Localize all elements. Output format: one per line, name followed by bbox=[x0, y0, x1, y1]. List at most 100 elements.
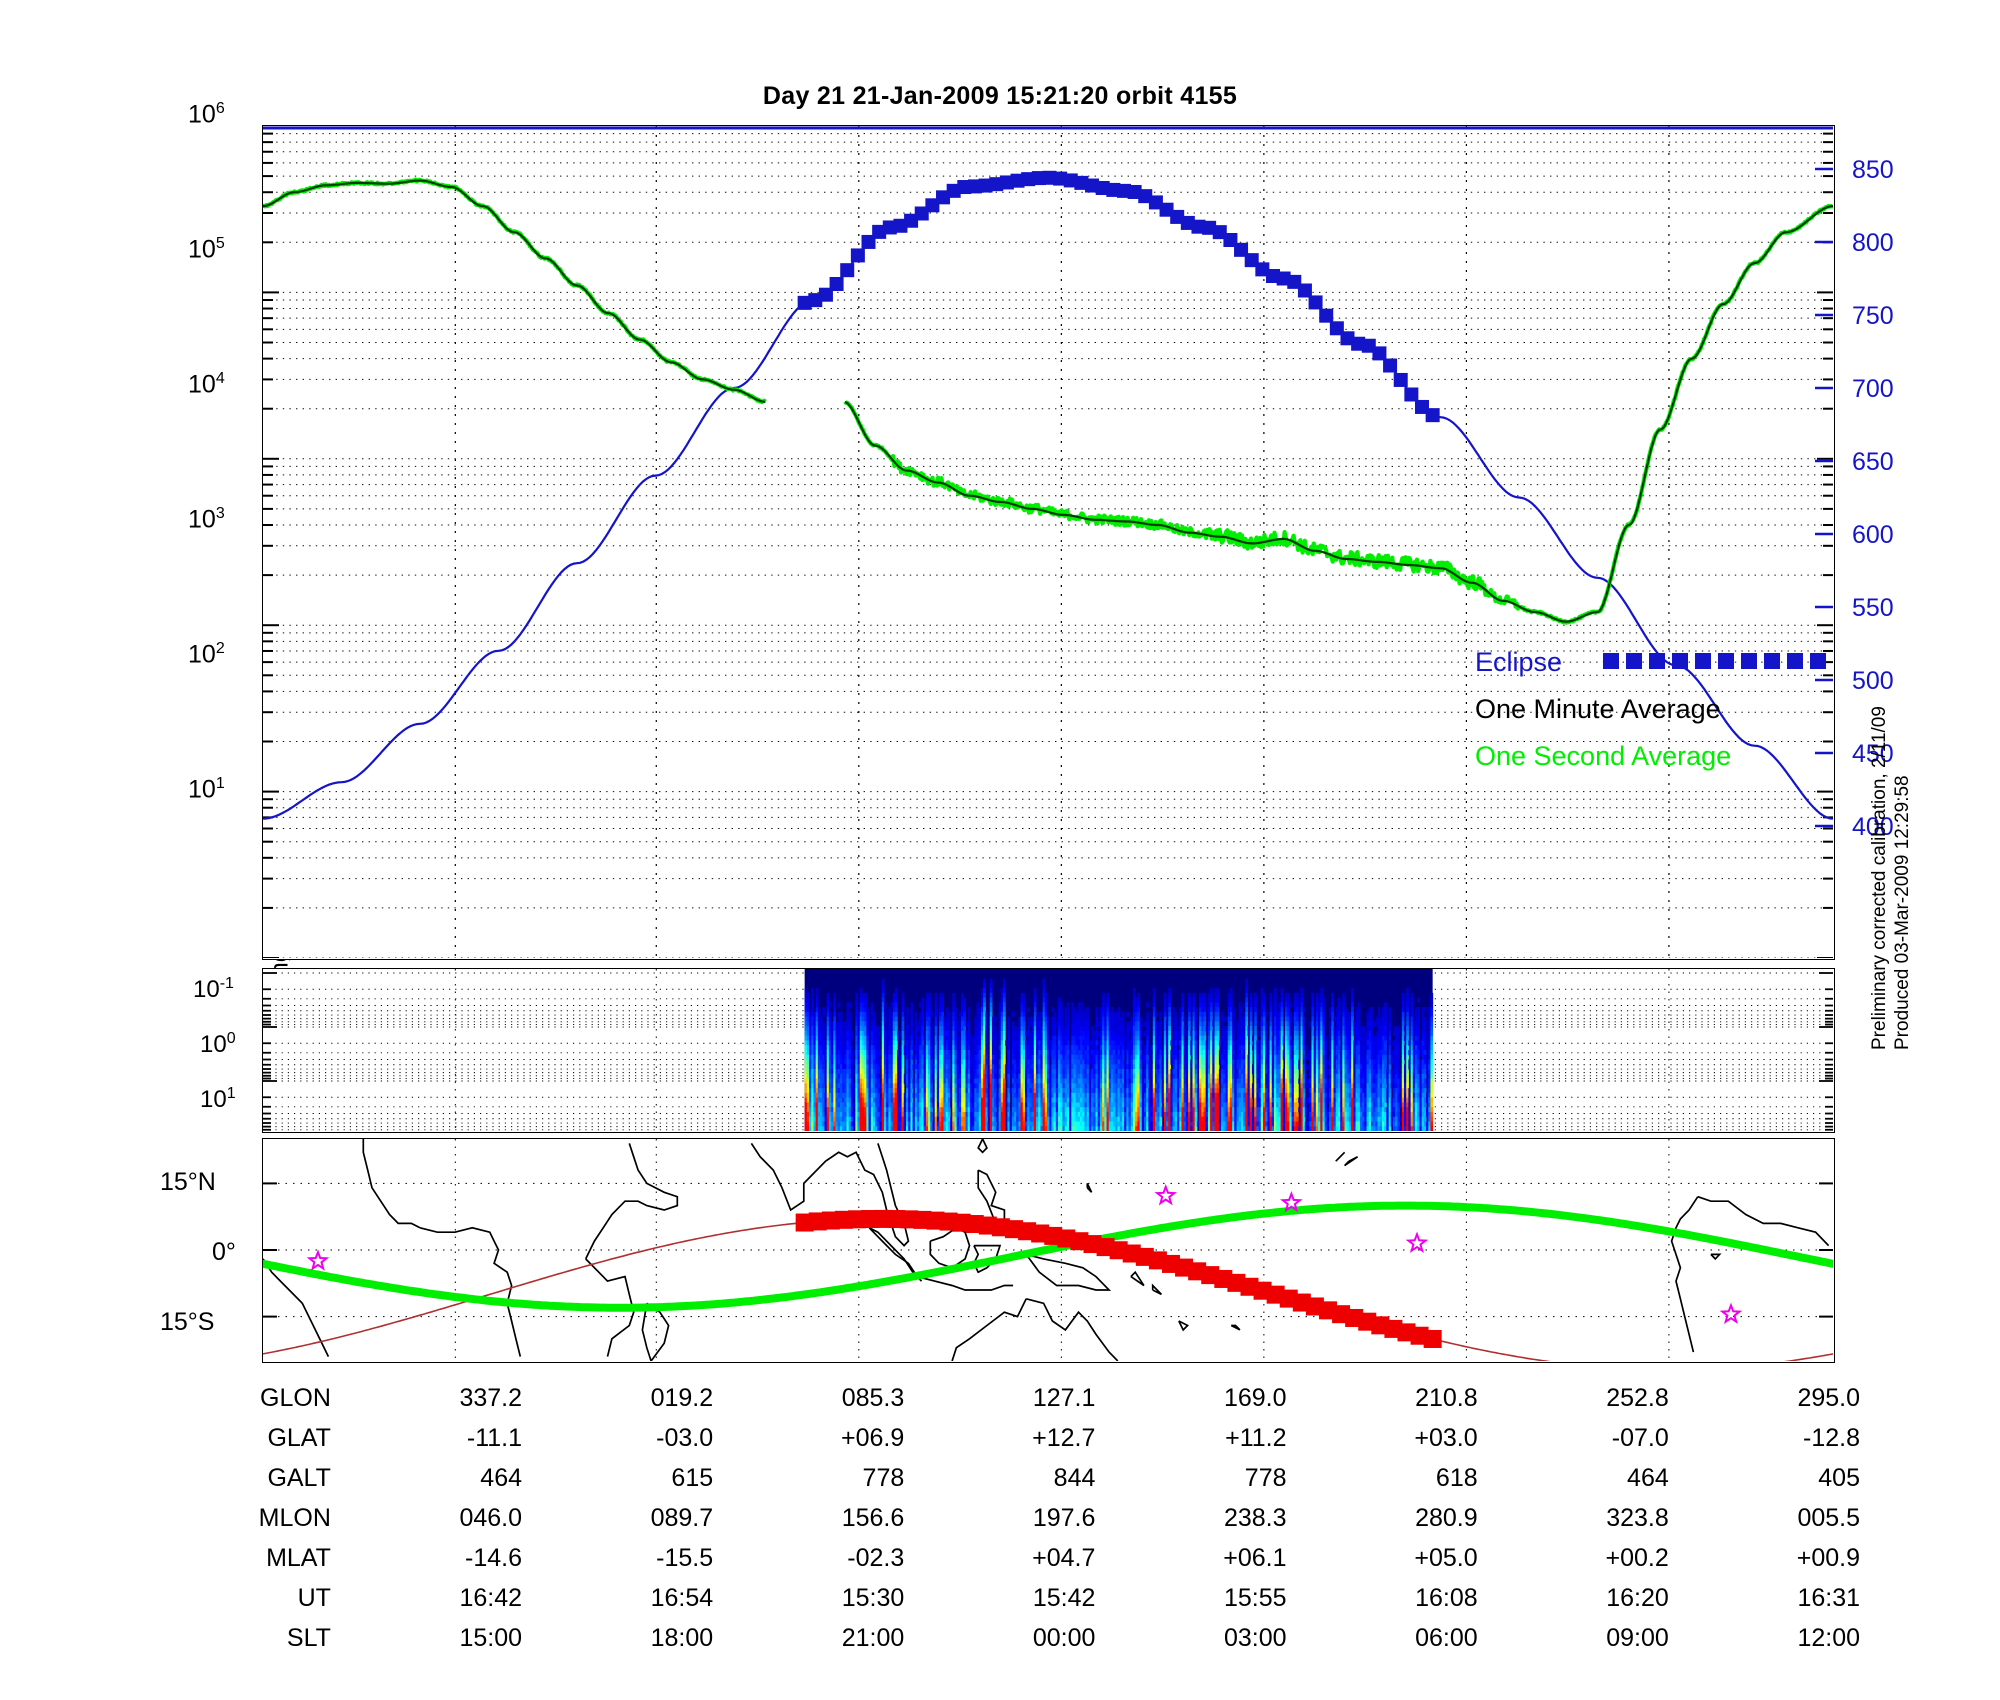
table-row: SLT 15:00 18:00 21:00 00:00 03:00 06:00 09:00 12… bbox=[180, 1618, 1860, 1658]
table-cell: +04.7 bbox=[1032, 1543, 1096, 1572]
svg-text:Eclipse: Eclipse bbox=[1475, 647, 1562, 677]
right-tick-550: 550 bbox=[1852, 594, 1894, 622]
table-cell: 085.3 bbox=[841, 1383, 905, 1412]
map-lat-tick-15S: 15°S bbox=[160, 1308, 215, 1336]
table-cell: -02.3 bbox=[847, 1543, 905, 1572]
table-row-label: UT bbox=[297, 1583, 331, 1612]
wavelength-spectrogram-panel[interactable] bbox=[262, 968, 1835, 1133]
table-cell: 197.6 bbox=[1032, 1503, 1096, 1532]
table-cell: 005.5 bbox=[1797, 1503, 1860, 1532]
table-cell: 09:00 bbox=[1606, 1623, 1669, 1652]
table-row-label: MLAT bbox=[266, 1543, 331, 1572]
table-cell: +06.9 bbox=[841, 1423, 905, 1452]
left-tick-10e4: 104 bbox=[188, 370, 225, 399]
table-cell: 12:00 bbox=[1797, 1623, 1860, 1652]
table-cell: +03.0 bbox=[1414, 1423, 1478, 1452]
right-tick-500: 500 bbox=[1852, 667, 1894, 695]
table-cell: 18:00 bbox=[650, 1623, 714, 1652]
table-row: UT 16:42 16:54 15:30 15:42 15:55 16:08 16:20 16:… bbox=[180, 1578, 1860, 1618]
right-tick-850: 850 bbox=[1852, 156, 1894, 184]
table-cell: 618 bbox=[1435, 1463, 1478, 1492]
table-cell: 16:08 bbox=[1415, 1583, 1478, 1612]
table-cell: -12.8 bbox=[1803, 1423, 1860, 1452]
table-cell: +12.7 bbox=[1032, 1423, 1096, 1452]
table-cell: 046.0 bbox=[459, 1503, 523, 1532]
table-cell: 323.8 bbox=[1606, 1503, 1669, 1532]
page-title: Day 21 21-Jan-2009 15:21:20 orbit 4155 bbox=[762, 82, 1238, 110]
table-cell: -03.0 bbox=[656, 1423, 714, 1452]
table-cell: 16:31 bbox=[1797, 1583, 1860, 1612]
footer-line-2: Produced 03-Mar-2009 12:29:58 bbox=[1892, 775, 1913, 1050]
table-cell: -15.5 bbox=[656, 1543, 714, 1572]
table-cell: +11.2 bbox=[1225, 1423, 1287, 1452]
table-row: GLON 337.2 019.2 085.3 127.1 169.0 210.8 252.8 2… bbox=[180, 1378, 1860, 1418]
right-tick-700: 700 bbox=[1852, 375, 1894, 403]
right-tick-800: 800 bbox=[1852, 229, 1894, 257]
table-cell: 238.3 bbox=[1223, 1503, 1287, 1532]
table-cell: 405 bbox=[1818, 1463, 1860, 1492]
table-cell: 16:42 bbox=[459, 1583, 523, 1612]
table-row: MLAT -14.6 -15.5 -02.3 +04.7 +06.1 +05.0 +00.2 +… bbox=[180, 1538, 1860, 1578]
right-tick-600: 600 bbox=[1852, 521, 1894, 549]
table-cell: 019.2 bbox=[650, 1383, 714, 1412]
main-plot-svg: Eclipse One Minute Average One Second Aver… bbox=[263, 126, 1833, 958]
table-cell: 156.6 bbox=[841, 1503, 905, 1532]
table-cell: 15:55 bbox=[1223, 1583, 1287, 1612]
table-cell: 464 bbox=[480, 1463, 523, 1492]
map-lat-tick-0: 0° bbox=[212, 1238, 236, 1266]
table-cell: 778 bbox=[1244, 1463, 1287, 1492]
table-cell: 03:00 bbox=[1223, 1623, 1287, 1652]
svg-text:One Minute Average: One Minute Average bbox=[1475, 694, 1721, 724]
footer-line-1: Preliminary corrected calibration, 2/11/… bbox=[1869, 706, 1890, 1050]
spectrogram-svg bbox=[263, 969, 1833, 1132]
table-cell: 16:20 bbox=[1606, 1583, 1669, 1612]
density-altitude-plot[interactable]: Eclipse One Minute Average One Second Aver… bbox=[262, 125, 1835, 960]
table-cell: 464 bbox=[1627, 1463, 1669, 1492]
table-cell: +05.0 bbox=[1414, 1543, 1478, 1572]
table-cell: -14.6 bbox=[465, 1543, 523, 1572]
table-row: MLON 046.0 089.7 156.6 197.6 238.3 280.9 323.8 0… bbox=[180, 1498, 1860, 1538]
left-tick-10e2: 102 bbox=[188, 640, 225, 669]
wave-tick-10e-1: 10-1 bbox=[193, 975, 234, 1003]
left-tick-10e3: 103 bbox=[188, 505, 225, 534]
table-cell: 00:00 bbox=[1032, 1623, 1096, 1652]
table-cell: 21:00 bbox=[841, 1623, 905, 1652]
ground-track-map-panel[interactable] bbox=[262, 1138, 1835, 1363]
table-cell: 127.1 bbox=[1032, 1383, 1096, 1412]
table-cell: 06:00 bbox=[1415, 1623, 1478, 1652]
table-cell: 252.8 bbox=[1606, 1383, 1669, 1412]
map-lat-tick-15N: 15°N bbox=[160, 1168, 216, 1196]
table-cell: 337.2 bbox=[459, 1383, 523, 1412]
table-cell: +00.2 bbox=[1605, 1543, 1669, 1572]
table-cell: 295.0 bbox=[1797, 1383, 1860, 1412]
table-cell: 844 bbox=[1053, 1463, 1096, 1492]
svg-text:One Second Average: One Second Average bbox=[1475, 741, 1731, 771]
table-cell: 089.7 bbox=[650, 1503, 714, 1532]
table-row-label: GLON bbox=[260, 1383, 331, 1412]
table-row-label: GLAT bbox=[267, 1423, 331, 1452]
table-cell: +06.1 bbox=[1223, 1543, 1287, 1572]
table-cell: 16:54 bbox=[650, 1583, 714, 1612]
table-cell: 15:42 bbox=[1032, 1583, 1096, 1612]
left-tick-10e6: 106 bbox=[188, 100, 225, 129]
parameter-table: GLON 337.2 019.2 085.3 127.1 169.0 210.8 252.8 2… bbox=[180, 1378, 1860, 1658]
table-row-label: MLON bbox=[258, 1503, 331, 1532]
footer-note: Preliminary corrected calibration, 2/11/… bbox=[1868, 630, 1913, 1050]
table-row-label: GALT bbox=[267, 1463, 331, 1492]
table-cell: -11.1 bbox=[466, 1423, 523, 1452]
table-row-label: SLT bbox=[286, 1623, 331, 1652]
right-tick-650: 650 bbox=[1852, 448, 1894, 476]
table-cell: 169.0 bbox=[1223, 1383, 1287, 1412]
wave-tick-10e1: 101 bbox=[200, 1085, 236, 1113]
table-cell: 15:00 bbox=[459, 1623, 523, 1652]
right-tick-450: 450 bbox=[1852, 740, 1894, 768]
right-tick-400: 400 bbox=[1852, 813, 1894, 841]
wave-tick-10e0: 100 bbox=[200, 1030, 236, 1058]
map-svg bbox=[263, 1139, 1834, 1362]
table-cell: 778 bbox=[862, 1463, 905, 1492]
table-cell: 615 bbox=[671, 1463, 714, 1492]
table-cell: 280.9 bbox=[1415, 1503, 1478, 1532]
left-tick-10e1: 101 bbox=[188, 775, 225, 804]
parameter-table-body: GLON 337.2 019.2 085.3 127.1 169.0 210.8 252.8 2… bbox=[180, 1378, 1860, 1658]
left-tick-10e5: 105 bbox=[188, 235, 225, 264]
